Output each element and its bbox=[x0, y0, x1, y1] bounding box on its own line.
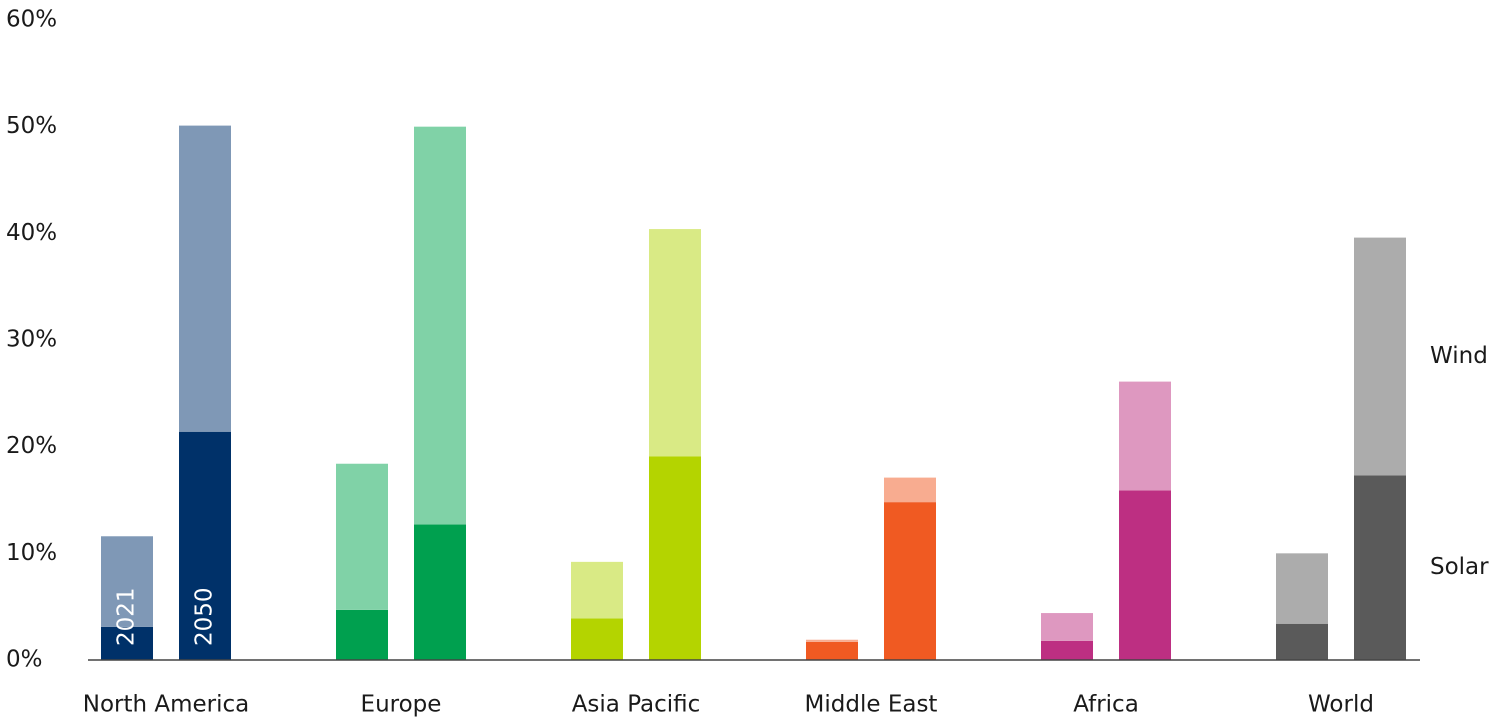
y-tick-label: 10% bbox=[6, 540, 57, 566]
y-tick-label: 40% bbox=[6, 220, 57, 246]
year-label: 2050 bbox=[192, 587, 218, 646]
bar-segment bbox=[179, 431, 231, 660]
x-tick-label: North America bbox=[83, 692, 250, 718]
bar-segment bbox=[1119, 490, 1171, 660]
x-tick-label: Middle East bbox=[805, 692, 938, 718]
y-tick-label: 30% bbox=[6, 327, 57, 353]
series-label: Solar bbox=[1430, 554, 1489, 580]
y-tick-label: 50% bbox=[6, 113, 57, 139]
bar-segment bbox=[649, 456, 701, 660]
x-tick-label: Africa bbox=[1073, 692, 1139, 718]
x-tick-label: World bbox=[1308, 692, 1374, 718]
bar-segment bbox=[1276, 623, 1328, 660]
y-tick-label: 0% bbox=[6, 647, 43, 673]
series-label: Wind bbox=[1430, 343, 1488, 369]
x-tick-label: Asia Pacific bbox=[572, 692, 701, 718]
bar-segment bbox=[1276, 553, 1328, 624]
bar-segment bbox=[806, 639, 858, 642]
bar-segment bbox=[336, 609, 388, 660]
bar-segment bbox=[649, 229, 701, 457]
bar-segment bbox=[571, 618, 623, 660]
year-label: 2021 bbox=[114, 587, 140, 646]
bar-segment bbox=[1119, 381, 1171, 491]
bar-segment bbox=[1041, 640, 1093, 660]
bar-segment bbox=[414, 126, 466, 525]
y-tick-label: 60% bbox=[6, 7, 57, 33]
bar-segment bbox=[1354, 475, 1406, 660]
bar-segment bbox=[1354, 237, 1406, 476]
bar-segment bbox=[571, 561, 623, 619]
bar-segment bbox=[336, 463, 388, 610]
bar-segment bbox=[884, 502, 936, 660]
bar-segment bbox=[101, 626, 153, 660]
bar-segment bbox=[414, 524, 466, 660]
bar-segment bbox=[884, 477, 936, 503]
bar-segment bbox=[179, 125, 231, 432]
x-tick-label: Europe bbox=[361, 692, 442, 718]
bar-segment bbox=[1041, 613, 1093, 641]
bar-segment bbox=[101, 536, 153, 627]
bar-segment bbox=[806, 641, 858, 660]
y-tick-label: 20% bbox=[6, 433, 57, 459]
